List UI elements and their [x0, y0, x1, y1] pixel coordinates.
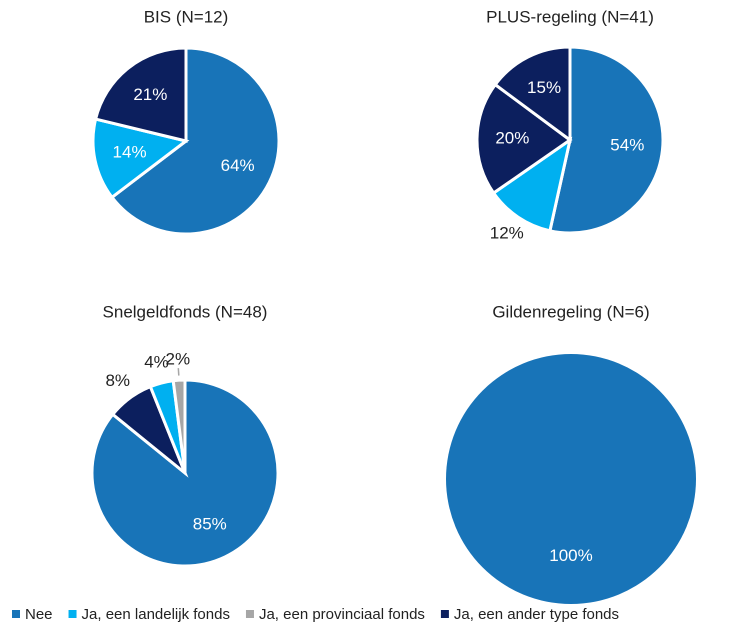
chart-title: Snelgeldfonds (N=48) — [103, 302, 268, 321]
data-label: 85% — [193, 515, 227, 534]
legend-swatch — [245, 610, 254, 618]
chart-title: PLUS-regeling (N=41) — [486, 7, 654, 26]
legend-label: Nee — [25, 606, 53, 623]
data-label: 12% — [490, 224, 524, 243]
legend-swatch — [12, 610, 20, 618]
legend-label: Ja, een provinciaal fonds — [259, 606, 425, 623]
data-label: 20% — [495, 129, 529, 148]
chart-title: Gildenregeling (N=6) — [492, 302, 649, 321]
pie-slice — [93, 46, 188, 143]
pie-slice — [90, 378, 280, 568]
legend-label: Ja, een landelijk fonds — [82, 606, 230, 623]
legend-swatch — [68, 610, 77, 618]
pie-slice — [475, 82, 573, 196]
data-label: 2% — [166, 349, 191, 368]
data-label: 64% — [221, 156, 255, 175]
data-label: 100% — [549, 546, 592, 565]
data-label: 54% — [610, 136, 644, 155]
data-label: 15% — [527, 78, 561, 97]
legend-label: Ja, een ander type fonds — [454, 606, 619, 623]
data-label: 8% — [105, 371, 130, 390]
chart-title: BIS (N=12) — [144, 7, 229, 26]
pie-slice — [548, 45, 665, 235]
pie-slice — [171, 378, 187, 474]
pie-slice — [493, 45, 572, 143]
legend-swatch — [440, 610, 449, 618]
data-label: 14% — [113, 142, 147, 161]
pie-slice — [446, 354, 696, 604]
pie-slice — [91, 117, 190, 200]
data-label: 4% — [144, 353, 169, 372]
data-label: 21% — [133, 85, 167, 104]
pie-slice — [109, 46, 281, 236]
